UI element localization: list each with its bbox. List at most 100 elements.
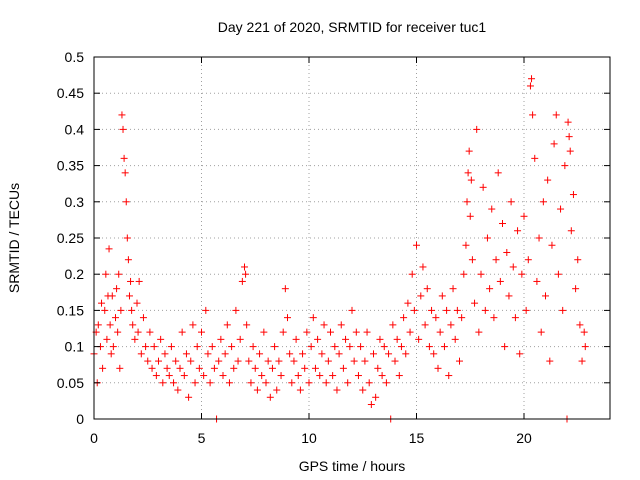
data-point	[109, 343, 117, 351]
data-point	[189, 321, 197, 329]
data-point	[486, 285, 494, 293]
data-point	[284, 314, 291, 322]
data-point	[331, 343, 339, 351]
data-point	[159, 379, 167, 387]
data-point	[468, 256, 476, 264]
y-tick-label: 0.4	[65, 121, 85, 137]
data-point	[137, 350, 145, 358]
x-tick-label: 0	[90, 430, 98, 446]
y-tick-label: 0.3	[65, 194, 85, 210]
data-point	[178, 328, 186, 336]
data-point	[564, 118, 572, 126]
data-point	[299, 350, 307, 358]
data-point	[490, 314, 498, 322]
y-tick-label: 0.5	[65, 49, 85, 65]
data-point	[559, 306, 567, 314]
data-point	[421, 321, 429, 329]
data-point	[232, 306, 240, 314]
data-point	[219, 372, 227, 380]
data-point	[354, 372, 362, 380]
data-point	[112, 314, 119, 322]
data-point	[200, 372, 208, 380]
data-point	[344, 379, 352, 387]
data-point	[501, 343, 509, 351]
data-point	[561, 162, 569, 170]
data-point	[524, 256, 532, 264]
data-point	[271, 343, 279, 351]
data-point	[119, 125, 127, 133]
data-point	[122, 198, 130, 206]
data-point	[569, 191, 577, 199]
data-point	[423, 285, 431, 293]
data-point	[378, 372, 386, 380]
data-point	[400, 314, 408, 322]
data-point	[475, 328, 483, 336]
grid	[94, 57, 610, 419]
data-point	[451, 335, 459, 343]
data-point	[466, 212, 474, 220]
data-point	[393, 335, 401, 343]
data-point	[465, 147, 473, 155]
data-point	[425, 343, 433, 351]
data-point	[125, 292, 133, 300]
data-point	[342, 335, 350, 343]
data-point	[99, 364, 107, 372]
data-point	[445, 372, 453, 380]
data-point	[385, 350, 393, 358]
data-point	[123, 234, 131, 242]
data-point	[488, 205, 496, 213]
data-point	[105, 245, 113, 253]
data-point	[537, 328, 545, 336]
data-point	[251, 364, 259, 372]
data-point	[374, 364, 382, 372]
data-point	[566, 147, 574, 155]
data-point	[98, 299, 106, 307]
data-point	[117, 306, 125, 314]
data-point	[208, 343, 216, 351]
data-point	[335, 350, 343, 358]
data-point	[415, 335, 423, 343]
data-point	[128, 306, 136, 314]
data-point	[195, 364, 203, 372]
data-point	[361, 357, 369, 365]
data-point	[580, 328, 588, 336]
data-point	[204, 350, 212, 358]
data-point	[103, 335, 111, 343]
data-point	[221, 350, 229, 358]
data-point	[419, 263, 427, 271]
chart-title: Day 221 of 2020, SRMTID for receiver tuc…	[218, 19, 487, 35]
data-point	[471, 299, 479, 307]
data-point	[139, 314, 147, 322]
data-point	[550, 140, 558, 148]
data-point	[581, 343, 589, 351]
data-point	[428, 306, 436, 314]
data-point	[292, 335, 300, 343]
data-point	[94, 321, 102, 329]
y-tick-label: 0.25	[57, 230, 84, 246]
data-point	[309, 314, 317, 322]
data-point	[314, 335, 322, 343]
data-point	[529, 111, 537, 119]
data-point	[268, 364, 276, 372]
data-point	[241, 263, 248, 271]
data-point	[557, 205, 565, 213]
plot-frame	[93, 56, 611, 420]
data-point	[449, 285, 457, 293]
y-tick-labels: 0 0.05 0.1 0.15 0.2 0.25 0.3 0.35 0.4 0.45 0.5	[57, 49, 84, 427]
data-point	[245, 357, 253, 365]
data-point	[389, 321, 397, 329]
x-axis-title: GPS time / hours	[299, 458, 406, 474]
data-point	[324, 357, 332, 365]
data-point	[157, 335, 165, 343]
data-point	[182, 350, 190, 358]
data-point	[234, 357, 242, 365]
data-point	[170, 379, 178, 387]
data-point	[288, 379, 296, 387]
data-point	[242, 270, 250, 278]
data-point	[249, 343, 257, 351]
data-point	[311, 364, 319, 372]
data-point	[443, 306, 451, 314]
data-point	[370, 350, 377, 358]
data-point	[350, 357, 358, 365]
data-point	[544, 176, 552, 184]
